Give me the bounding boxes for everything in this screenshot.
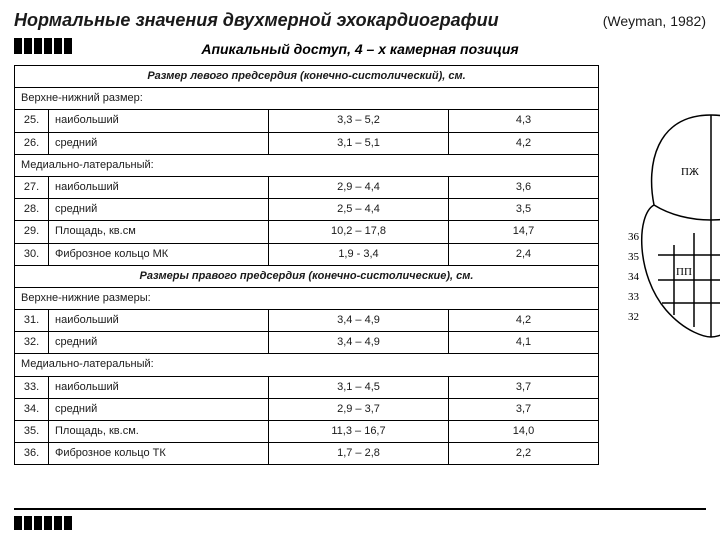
cell-name: Площадь, кв.см. xyxy=(49,421,269,443)
svg-text:35: 35 xyxy=(628,251,640,263)
cell-name: Фиброзное кольцо ТК xyxy=(49,443,269,465)
cell-name: наибольший xyxy=(49,110,269,132)
cell-val: 4,1 xyxy=(449,332,599,354)
decor-bottom-bars xyxy=(14,516,72,530)
cell-val: 4,2 xyxy=(449,310,599,332)
cell-range: 10,2 – 17,8 xyxy=(269,221,449,243)
table-row: 35.Площадь, кв.см.11,3 – 16,714,0 xyxy=(15,421,599,443)
decor-top-bars xyxy=(14,38,72,54)
table-row: 32.средний3,4 – 4,94,1 xyxy=(15,332,599,354)
cell-range: 2,9 – 3,7 xyxy=(269,398,449,420)
heart-diagram: ПЖ ЛЖ ПП ЛП 36 35 34 33 32 xyxy=(626,105,720,345)
cell-range: 1,9 - 3,4 xyxy=(269,243,449,265)
cell-range: 3,4 – 4,9 xyxy=(269,310,449,332)
cell-val: 3,7 xyxy=(449,376,599,398)
cell-range: 2,9 – 4,4 xyxy=(269,176,449,198)
subtitle: Апикальный доступ, 4 – х камерная позици… xyxy=(0,41,720,57)
table-row: 25.наибольший3,3 – 5,24,3 xyxy=(15,110,599,132)
cell-name: Фиброзное кольцо МК xyxy=(49,243,269,265)
cell-n: 30. xyxy=(15,243,49,265)
cell-name: наибольший xyxy=(49,310,269,332)
cell-n: 36. xyxy=(15,443,49,465)
table-row: 34.средний2,9 – 3,73,7 xyxy=(15,398,599,420)
table-row: 31.наибольший3,4 – 4,94,2 xyxy=(15,310,599,332)
cell-name: средний xyxy=(49,398,269,420)
cell-name: средний xyxy=(49,199,269,221)
diagram-label-pj: ПЖ xyxy=(681,166,699,178)
table-row: 30.Фиброзное кольцо МК1,9 - 3,42,4 xyxy=(15,243,599,265)
citation: (Weyman, 1982) xyxy=(603,13,706,29)
svg-text:33: 33 xyxy=(628,291,640,303)
svg-text:34: 34 xyxy=(628,271,640,283)
cell-range: 3,3 – 5,2 xyxy=(269,110,449,132)
cell-n: 34. xyxy=(15,398,49,420)
cell-name: Площадь, кв.см xyxy=(49,221,269,243)
diagram-label-pp: ПП xyxy=(676,266,692,278)
table-row: 27.наибольший2,9 – 4,43,6 xyxy=(15,176,599,198)
table-row: 29.Площадь, кв.см10,2 – 17,814,7 xyxy=(15,221,599,243)
cell-val: 4,3 xyxy=(449,110,599,132)
cell-range: 3,1 – 4,5 xyxy=(269,376,449,398)
footer-rule xyxy=(14,508,706,510)
cell-val: 3,6 xyxy=(449,176,599,198)
cell-range: 1,7 – 2,8 xyxy=(269,443,449,465)
cell-n: 28. xyxy=(15,199,49,221)
cell-name: средний xyxy=(49,132,269,154)
cell-val: 14,7 xyxy=(449,221,599,243)
cell-n: 25. xyxy=(15,110,49,132)
cell-val: 3,7 xyxy=(449,398,599,420)
cell-val: 2,4 xyxy=(449,243,599,265)
cell-val: 3,5 xyxy=(449,199,599,221)
cell-range: 3,1 – 5,1 xyxy=(269,132,449,154)
section-heading: Размер левого предсердия (конечно-систол… xyxy=(15,66,599,88)
group-label: Верхне-нижний размер: xyxy=(15,88,599,110)
table-row: 26.средний3,1 – 5,14,2 xyxy=(15,132,599,154)
cell-name: средний xyxy=(49,332,269,354)
group-label: Медиально-латеральный: xyxy=(15,154,599,176)
measurements-table: Размер левого предсердия (конечно-систол… xyxy=(14,65,599,465)
cell-name: наибольший xyxy=(49,376,269,398)
group-label: Медиально-латеральный: xyxy=(15,354,599,376)
table-row: 28.средний2,5 – 4,43,5 xyxy=(15,199,599,221)
group-label: Верхне-нижние размеры: xyxy=(15,287,599,309)
cell-n: 27. xyxy=(15,176,49,198)
page-title: Нормальные значения двухмерной эхокардио… xyxy=(14,10,499,31)
cell-n: 32. xyxy=(15,332,49,354)
svg-text:36: 36 xyxy=(628,231,640,243)
cell-name: наибольший xyxy=(49,176,269,198)
cell-n: 33. xyxy=(15,376,49,398)
cell-val: 2,2 xyxy=(449,443,599,465)
cell-range: 2,5 – 4,4 xyxy=(269,199,449,221)
section-heading: Размеры правого предсердия (конечно-сист… xyxy=(15,265,599,287)
table-row: 33.наибольший3,1 – 4,53,7 xyxy=(15,376,599,398)
cell-n: 31. xyxy=(15,310,49,332)
cell-n: 29. xyxy=(15,221,49,243)
cell-n: 26. xyxy=(15,132,49,154)
cell-range: 3,4 – 4,9 xyxy=(269,332,449,354)
svg-text:32: 32 xyxy=(628,311,639,323)
cell-range: 11,3 – 16,7 xyxy=(269,421,449,443)
cell-val: 4,2 xyxy=(449,132,599,154)
cell-val: 14,0 xyxy=(449,421,599,443)
table-row: 36.Фиброзное кольцо ТК1,7 – 2,82,2 xyxy=(15,443,599,465)
cell-n: 35. xyxy=(15,421,49,443)
